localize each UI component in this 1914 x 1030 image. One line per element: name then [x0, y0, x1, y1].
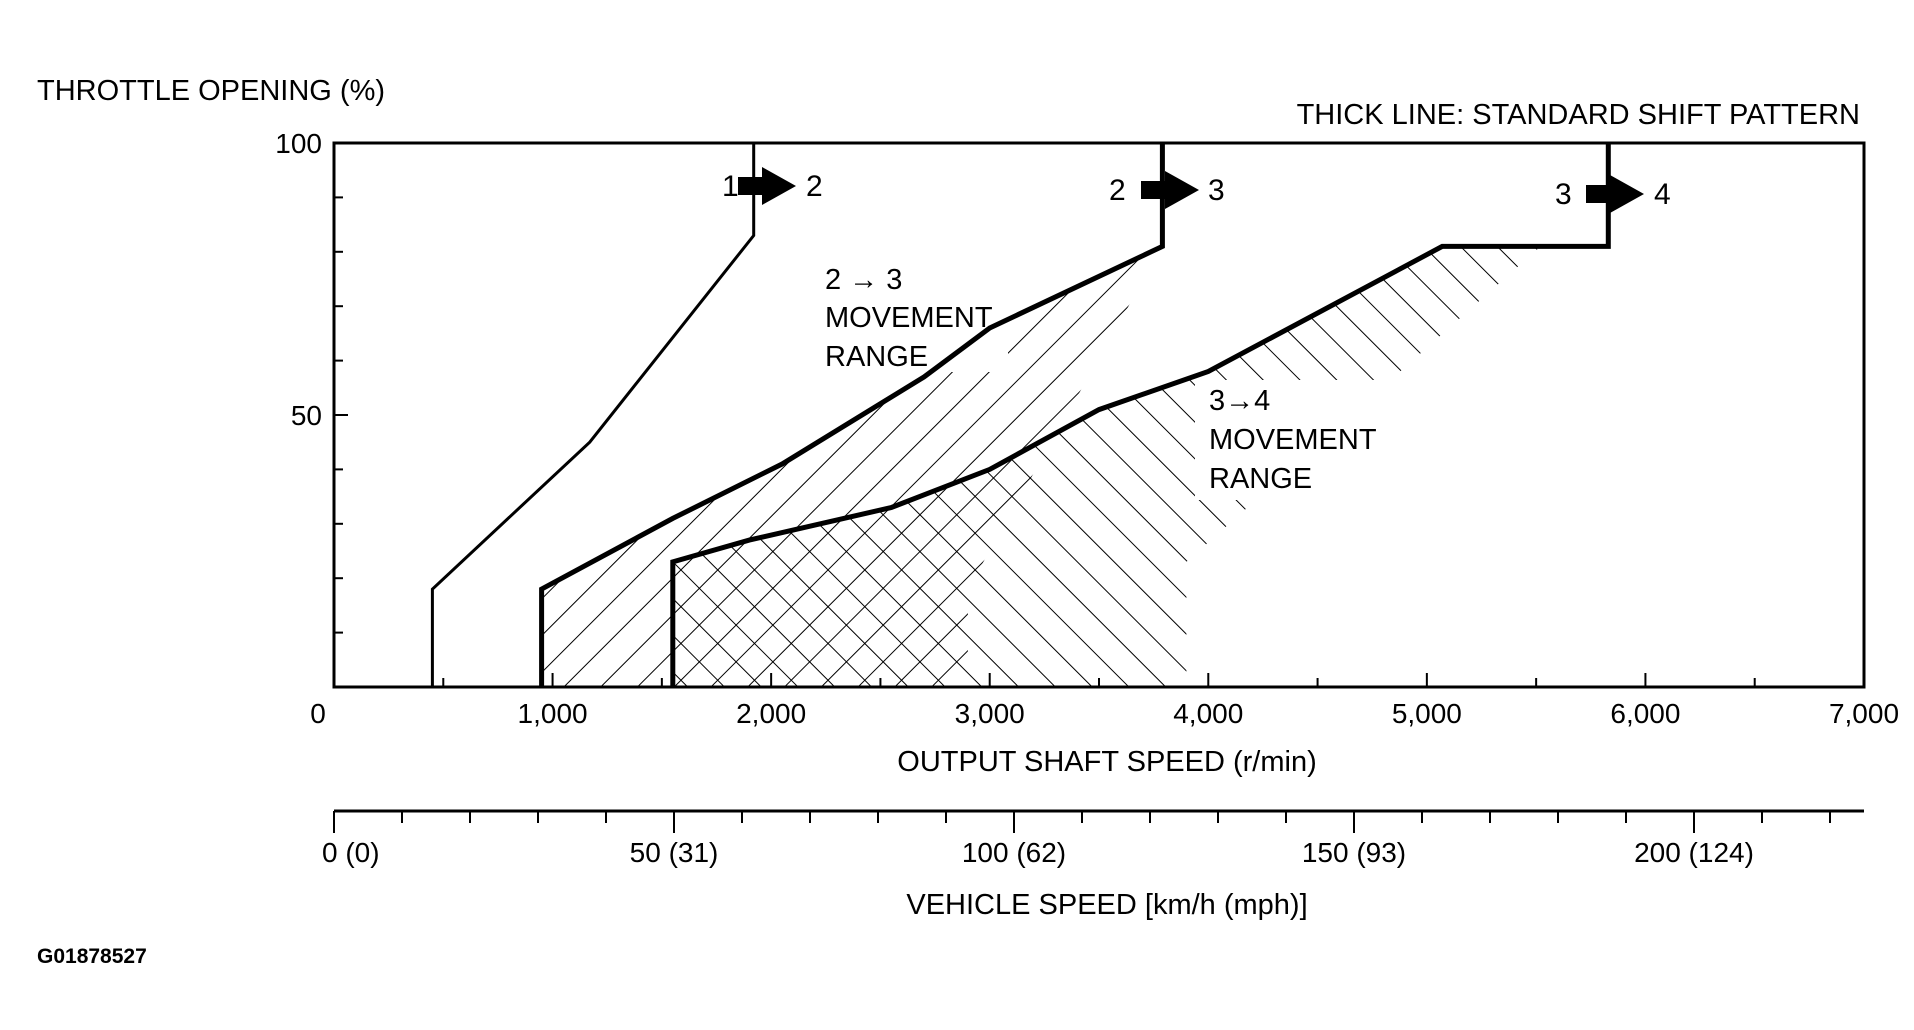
figure-id: G01878527 [37, 945, 147, 968]
shift-line-3-4 [670, 143, 1611, 687]
x-tick-label-7000: 7,000 [1829, 698, 1899, 729]
2-3-label-line-2: MOVEMENT [825, 302, 993, 334]
arrow-12-icon [738, 167, 796, 205]
v-tick-label-0: 0 (0) [322, 837, 380, 868]
3-4-label-line-3: RANGE [1209, 463, 1312, 495]
3-4-movement-range-label: 3→4 MOVEMENT RANGE [1209, 385, 1377, 495]
vehicle-speed-title: VEHICLE SPEED [km/h (mph)] [906, 889, 1307, 921]
v-tick-label-100: 100 (62) [962, 837, 1066, 868]
x-tick-label-4000: 4,000 [1173, 698, 1243, 729]
v-tick-label-150: 150 (93) [1302, 837, 1406, 868]
x-tick-label-5000: 5,000 [1392, 698, 1462, 729]
arrow-34-to: 4 [1654, 178, 1671, 211]
2-3-label-line-3: RANGE [825, 341, 928, 373]
x-axis-ticks: 0 1,000 2,000 3,000 4,000 5,000 6,000 7,000 [310, 673, 1899, 729]
x-tick-label-1000: 1,000 [518, 698, 588, 729]
y-tick-label-100: 100 [275, 128, 322, 159]
shift-arrow-1-2: 1 2 [722, 167, 823, 205]
3-4-movement-range-region [672, 246, 1541, 687]
2-3-movement-range-label: 2 → 3 MOVEMENT RANGE [825, 264, 993, 373]
x-axis-title: OUTPUT SHAFT SPEED (r/min) [897, 746, 1316, 778]
x-tick-label-3000: 3,000 [955, 698, 1025, 729]
v-tick-label-200: 200 (124) [1634, 837, 1754, 868]
2-3-label-mask [818, 262, 1008, 372]
shift-arrow-3-4: 3 4 [1555, 175, 1671, 213]
x-tick-label-6000: 6,000 [1610, 698, 1680, 729]
y-axis-ticks: 50 100 [275, 128, 348, 634]
2-3-label-line-1: 2 → 3 [825, 264, 902, 296]
3-4-label-line-2: MOVEMENT [1209, 424, 1377, 456]
x-tick-label-0: 0 [310, 698, 326, 729]
y-axis-title: THROTTLE OPENING (%) [37, 75, 385, 107]
y-tick-label-50: 50 [291, 400, 322, 431]
arrow-12-to: 2 [806, 170, 823, 203]
arrow-34-from: 3 [1555, 178, 1572, 211]
arrow-34-icon [1586, 175, 1644, 213]
arrow-23-from: 2 [1109, 174, 1126, 207]
arrow-23-icon [1141, 171, 1199, 209]
x-tick-label-2000: 2,000 [736, 698, 806, 729]
v-tick-label-50: 50 (31) [630, 837, 719, 868]
arrow-23-to: 3 [1208, 174, 1225, 207]
legend-note: THICK LINE: STANDARD SHIFT PATTERN [1297, 99, 1860, 131]
3-4-label-line-1: 3→4 [1209, 385, 1270, 417]
shift-line-1-2 [430, 143, 756, 687]
vehicle-speed-axis: 0 (0) 50 (31) 100 (62) 150 (93) 200 (124) [322, 809, 1864, 868]
shift-arrow-2-3: 2 3 [1109, 171, 1225, 209]
3-4-label-mask [1195, 380, 1420, 500]
arrow-12-from: 1 [722, 170, 739, 203]
shift-line-2-3 [539, 143, 1165, 687]
